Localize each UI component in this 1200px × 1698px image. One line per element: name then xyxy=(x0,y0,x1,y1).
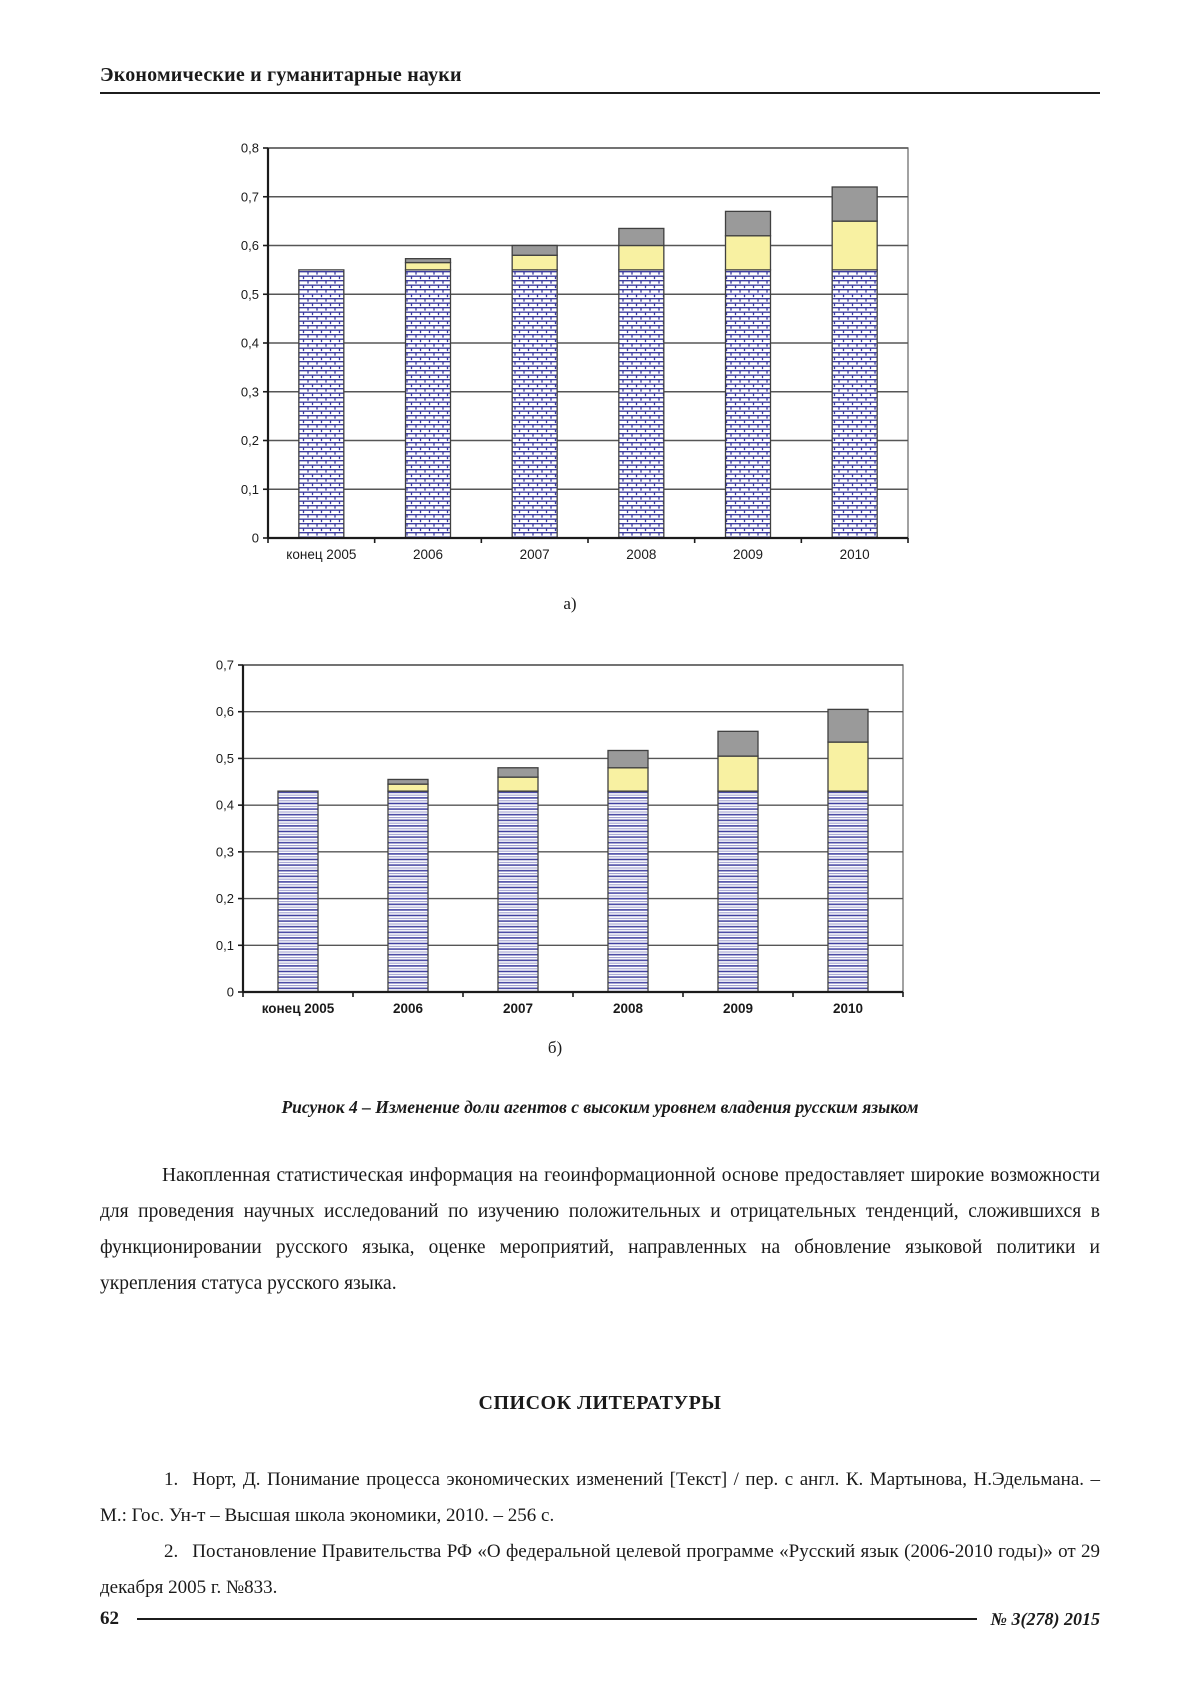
x-tick-label: 2009 xyxy=(733,547,763,562)
y-tick-label: 0,5 xyxy=(216,751,234,766)
bar-segment-yellow xyxy=(607,767,649,792)
bar-segment-yellow xyxy=(831,220,878,271)
reference-text: Норт, Д. Понимание процесса экономически… xyxy=(100,1469,1100,1526)
x-tick-label: 2010 xyxy=(833,1001,863,1016)
reference-item: 2. Постановление Правительства РФ «О феде… xyxy=(100,1534,1100,1606)
bar-segment-gray xyxy=(511,244,558,256)
page-number: 62 xyxy=(100,1608,119,1629)
y-tick-label: 0 xyxy=(252,531,259,546)
y-tick-label: 0 xyxy=(227,985,234,1000)
bar-segment-gray xyxy=(831,186,878,222)
bar-segment-gray xyxy=(618,227,665,247)
y-tick-label: 0,3 xyxy=(216,844,234,859)
bar-segment-stripe-pattern xyxy=(277,790,319,993)
x-tick-label: 2008 xyxy=(626,547,656,562)
reference-item: 1. Норт, Д. Понимание процесса экономичес… xyxy=(100,1462,1100,1534)
bar-конец 2005 xyxy=(298,269,345,539)
bar-segment-stripe-pattern xyxy=(387,790,429,993)
bar-2007 xyxy=(497,767,539,993)
y-tick-label: 0,7 xyxy=(216,658,234,673)
y-tick-label: 0,2 xyxy=(216,891,234,906)
bar-segment-gray xyxy=(607,749,649,769)
x-tick-label: конец 2005 xyxy=(262,1001,335,1016)
bar-segment-brick-pattern xyxy=(831,269,878,539)
bar-segment-yellow xyxy=(827,741,869,792)
bar-segment-brick-pattern xyxy=(511,269,558,539)
x-tick-label: конец 2005 xyxy=(286,547,356,562)
x-tick-label: 2006 xyxy=(413,547,443,562)
bar-segment-stripe-pattern xyxy=(717,790,759,993)
y-tick-label: 0,6 xyxy=(216,704,234,719)
y-tick-label: 0,3 xyxy=(241,384,259,399)
bar-segment-stripe-pattern xyxy=(497,790,539,993)
bar-segment-gray xyxy=(717,730,759,757)
x-tick-label: 2009 xyxy=(723,1001,753,1016)
bar-2006 xyxy=(387,778,429,993)
bar-segment-yellow xyxy=(511,254,558,271)
body-paragraph: Накопленная статистическая информация на… xyxy=(100,1165,1100,1294)
x-tick-label: 2006 xyxy=(393,1001,424,1016)
y-tick-label: 0,2 xyxy=(241,433,259,448)
stacked-bar-chart-b: 0 0,1 0,2 0,3 0,4 0,5 0,6 0,7 конец 2005 2006 2007… xyxy=(216,658,904,1016)
bar-segment-brick-pattern xyxy=(724,269,772,539)
bar-2009 xyxy=(717,730,759,993)
y-tick-label: 0,4 xyxy=(216,798,234,813)
x-tick-label: 2008 xyxy=(613,1001,644,1016)
reference-number: 1. xyxy=(164,1469,179,1490)
references-list: 1. Норт, Д. Понимание процесса экономичес… xyxy=(100,1462,1100,1606)
bar-segment-yellow xyxy=(387,783,429,792)
bar-segment-yellow xyxy=(717,755,759,792)
footer-rule xyxy=(137,1618,977,1620)
x-tick-label: 2007 xyxy=(520,547,550,562)
bar-segment-gray xyxy=(724,210,772,237)
x-tick-label: 2007 xyxy=(503,1001,533,1016)
bar-segment-stripe-pattern xyxy=(827,790,869,993)
bar-segment-gray xyxy=(404,258,452,264)
references-heading: СПИСОК ЛИТЕРАТУРЫ xyxy=(478,1392,722,1414)
bar-segment-yellow xyxy=(497,776,539,792)
bar-2006 xyxy=(404,258,452,539)
bar-segment-stripe-pattern xyxy=(607,790,649,993)
bar-2008 xyxy=(607,749,649,993)
y-tick-label: 0,7 xyxy=(241,189,259,204)
y-tick-label: 0,8 xyxy=(241,141,259,156)
y-tick-label: 0,1 xyxy=(216,938,234,953)
y-tick-label: 0,6 xyxy=(241,238,259,253)
page-footer: 62 № 3(278) 2015 xyxy=(100,1608,1100,1630)
bar-segment-gray xyxy=(497,767,539,778)
chart-a-container: 0 0,1 0,2 0,3 0,4 0,5 0,6 0,7 0,8 конец 2005 2006 2… xyxy=(220,140,920,585)
running-head-title: Экономические и гуманитарные науки xyxy=(100,64,462,86)
y-tick-label: 0,4 xyxy=(241,336,259,351)
bar-segment-gray xyxy=(827,708,869,743)
bar-segment-brick-pattern xyxy=(298,269,345,539)
reference-number: 2. xyxy=(164,1541,179,1562)
bar-segment-brick-pattern xyxy=(618,269,665,539)
stacked-bar-chart-a: 0 0,1 0,2 0,3 0,4 0,5 0,6 0,7 0,8 конец 2005 2006 2… xyxy=(241,141,909,562)
bar-segment-brick-pattern xyxy=(404,269,452,539)
issue-label: № 3(278) 2015 xyxy=(990,1608,1100,1629)
bar-2007 xyxy=(511,244,558,539)
bar-segment-yellow xyxy=(618,244,665,271)
bar-2009 xyxy=(724,210,772,539)
panel-label-b: б) xyxy=(547,1038,563,1057)
bar-2010 xyxy=(827,708,869,993)
chart-b-container: 0 0,1 0,2 0,3 0,4 0,5 0,6 0,7 конец 2005 2006 2007… xyxy=(195,657,915,1042)
x-tick-label: 2010 xyxy=(840,547,870,562)
bar-2008 xyxy=(618,227,665,539)
y-tick-label: 0,1 xyxy=(241,482,259,497)
bar-segment-gray xyxy=(387,778,429,785)
y-tick-label: 0,5 xyxy=(241,287,259,302)
running-head: Экономические и гуманитарные науки xyxy=(100,64,1100,94)
bar-segment-yellow xyxy=(404,261,452,271)
bar-segment-yellow xyxy=(724,235,772,271)
panel-label-a: а) xyxy=(563,594,577,613)
bar-2010 xyxy=(831,186,878,539)
figure-caption: Рисунок 4 – Изменение доли агентов с выс… xyxy=(281,1097,919,1117)
reference-text: Постановление Правительства РФ «О федера… xyxy=(100,1541,1100,1598)
bar-конец 2005 xyxy=(277,790,319,993)
